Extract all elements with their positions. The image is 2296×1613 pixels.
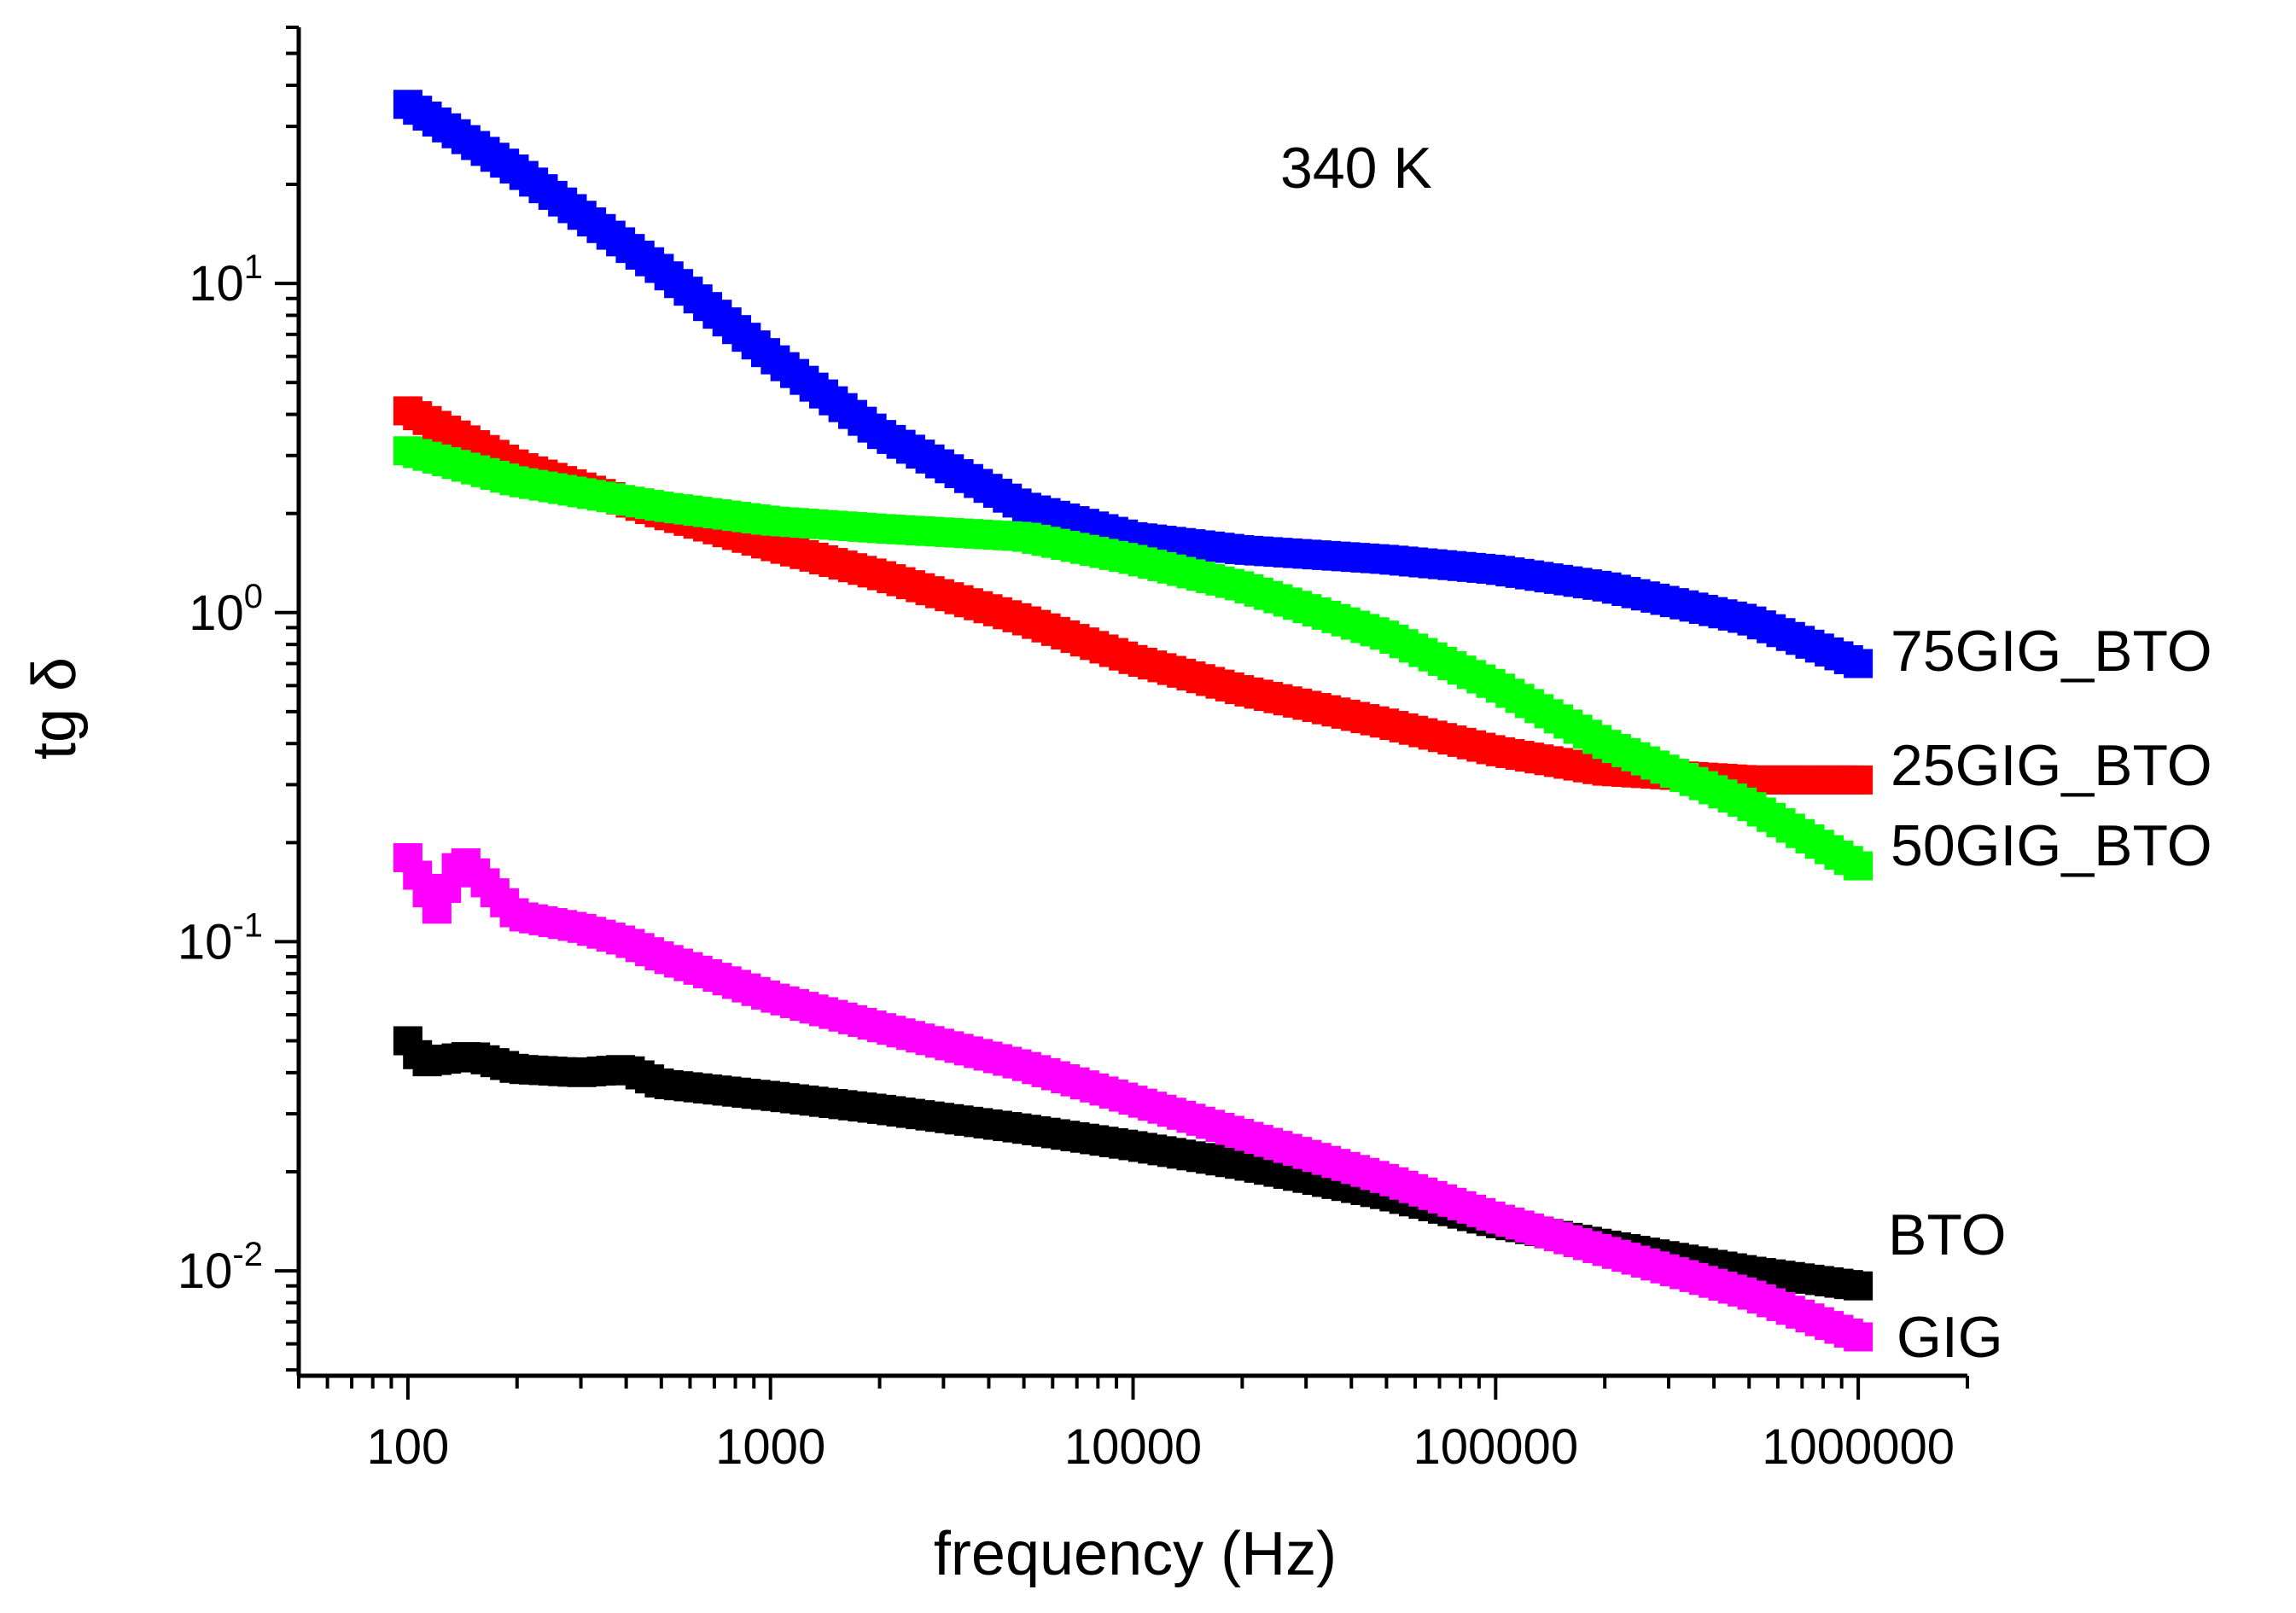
x-ticks: 100 1000 10000 100000 1000000 — [297, 1376, 1969, 1475]
series-labels: 75GIG_BTO 25GIG_BTO 50GIG_BTO BTO GIG — [1888, 619, 2212, 1370]
series-label-75gig-bto: 75GIG_BTO — [1891, 619, 2212, 684]
y-axis-title: tg δ — [20, 657, 89, 760]
axes: 100 1000 10000 100000 1000000 10-2 10-1 100 101 — [178, 26, 1969, 1475]
y-tick-label: 101 — [189, 248, 263, 312]
x-tick-label: 10000 — [1064, 1419, 1202, 1475]
data-point — [1844, 1271, 1874, 1301]
data-point — [1844, 765, 1874, 795]
y-tick-label: 100 — [189, 578, 263, 641]
x-tick-label: 100000 — [1413, 1419, 1579, 1475]
series-50gig-bto — [393, 436, 1874, 881]
x-tick-label: 1000 — [715, 1419, 825, 1475]
series-layer — [393, 90, 1874, 1352]
x-axis-title: frequency (Hz) — [934, 1520, 1337, 1588]
series-label-bto: BTO — [1888, 1202, 2007, 1267]
y-tick-label: 10-2 — [178, 1236, 263, 1299]
series-label-gig: GIG — [1897, 1305, 2003, 1370]
series-75gig-bto — [393, 90, 1874, 678]
series-label-25gig-bto: 25GIG_BTO — [1891, 733, 2212, 798]
series-label-50gig-bto: 50GIG_BTO — [1891, 813, 2212, 878]
series-gig — [393, 842, 1874, 1352]
data-point — [1844, 649, 1874, 678]
x-tick-label: 1000000 — [1762, 1419, 1955, 1475]
y-tick-label: 10-1 — [178, 906, 263, 970]
x-tick-label: 100 — [366, 1419, 449, 1475]
temperature-annotation: 340 K — [1280, 136, 1432, 201]
y-ticks: 10-2 10-1 100 101 — [178, 26, 299, 1372]
data-point — [1844, 851, 1874, 881]
data-point — [1844, 1322, 1874, 1352]
